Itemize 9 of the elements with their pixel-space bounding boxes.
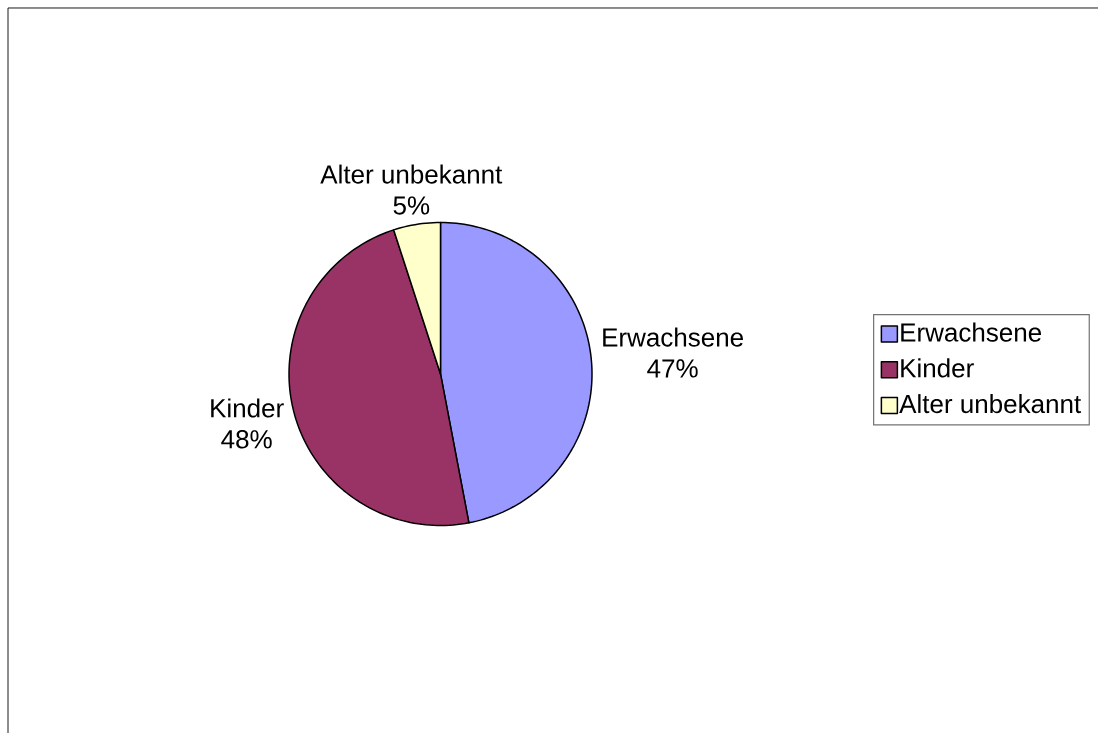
data-label: 48%	[221, 430, 272, 449]
legend-label: Kinder	[901, 358, 974, 378]
slice-label: Alter unbekannt	[320, 164, 503, 184]
legend-label: Alter unbekannt	[899, 394, 1082, 414]
slice-label: Erwachsene	[603, 327, 743, 347]
slice-label: Kinder	[211, 398, 284, 418]
data-label: 47%	[647, 359, 698, 378]
legend-label: Erwachsene	[901, 322, 1042, 342]
data-label: 5%	[393, 196, 430, 215]
